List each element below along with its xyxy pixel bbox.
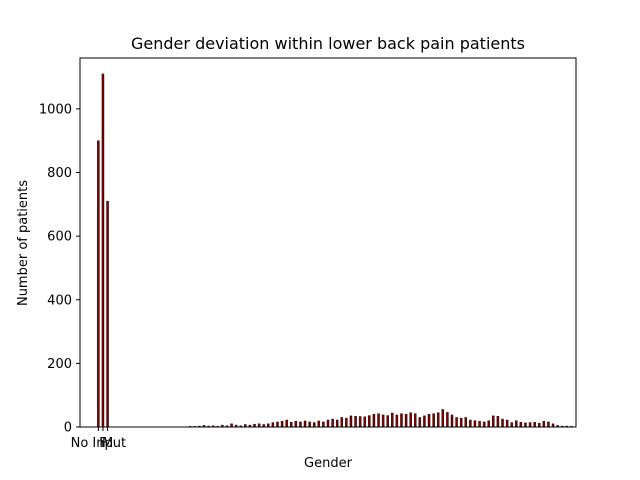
x-axis-label: Gender xyxy=(304,456,353,471)
bar xyxy=(317,420,321,428)
bar xyxy=(487,420,490,428)
bar xyxy=(496,415,500,428)
plot-frame xyxy=(79,57,577,428)
x-tick-label: F xyxy=(99,436,106,451)
y-tick-label: 800 xyxy=(47,166,72,181)
bar xyxy=(510,422,513,428)
chart-title: Gender deviation within lower back pain … xyxy=(131,34,525,53)
bar xyxy=(290,422,293,428)
bar xyxy=(326,419,330,428)
bar xyxy=(404,414,408,428)
x-tick-label: M xyxy=(102,436,113,451)
y-tick-label: 600 xyxy=(47,230,72,245)
bar xyxy=(280,421,284,428)
bar xyxy=(299,421,302,428)
bar xyxy=(482,421,486,428)
bar xyxy=(312,422,316,428)
bar xyxy=(459,417,463,428)
bar xyxy=(446,412,449,428)
bar xyxy=(547,421,550,428)
y-tick-label: 400 xyxy=(47,293,72,308)
bar xyxy=(363,416,366,428)
bar xyxy=(505,419,509,428)
bar xyxy=(358,416,362,428)
bar xyxy=(464,417,468,428)
bar xyxy=(423,415,426,428)
bar xyxy=(418,417,422,428)
bar xyxy=(455,417,458,428)
bar xyxy=(409,412,412,428)
bar xyxy=(386,415,389,428)
bar xyxy=(427,414,431,428)
bar xyxy=(345,417,348,428)
bar xyxy=(519,422,523,428)
bar xyxy=(432,413,435,428)
bar xyxy=(322,421,325,428)
bar xyxy=(473,420,477,428)
bar xyxy=(542,421,546,428)
bar xyxy=(533,422,536,428)
bar xyxy=(524,422,527,428)
bar-series xyxy=(97,73,573,428)
bar-no-input xyxy=(97,140,100,428)
bar xyxy=(436,412,440,428)
bar xyxy=(377,413,380,428)
bar-m xyxy=(106,200,109,428)
y-axis-label: Number of patients xyxy=(16,180,31,306)
bar xyxy=(354,415,357,428)
bar xyxy=(400,413,403,428)
bar xyxy=(515,420,518,428)
bar xyxy=(414,413,417,428)
bar xyxy=(478,421,481,428)
bar xyxy=(303,420,307,428)
bar xyxy=(276,421,279,428)
bar xyxy=(271,422,275,428)
bar xyxy=(381,414,385,428)
bar xyxy=(538,422,541,428)
x-tick-label: No Input xyxy=(71,436,126,451)
bar xyxy=(372,414,376,428)
y-tick-label: 200 xyxy=(47,357,72,372)
bar xyxy=(294,421,298,428)
bar xyxy=(395,414,399,428)
bar xyxy=(340,417,344,428)
bar-f xyxy=(101,73,105,428)
bar xyxy=(528,422,532,428)
y-tick-label: 1000 xyxy=(39,102,72,117)
bar xyxy=(368,415,371,428)
bar xyxy=(450,414,454,428)
bar xyxy=(492,415,495,428)
y-axis-ticks: 0 200 400 600 800 1000 xyxy=(39,102,80,436)
bar xyxy=(469,419,472,428)
bar xyxy=(391,412,394,428)
bar xyxy=(501,418,504,428)
bar xyxy=(331,418,334,428)
bar xyxy=(349,415,353,428)
bar xyxy=(335,419,339,428)
y-tick-label: 0 xyxy=(64,421,72,436)
bar xyxy=(441,409,445,428)
bar xyxy=(285,419,288,428)
bar xyxy=(308,421,311,428)
